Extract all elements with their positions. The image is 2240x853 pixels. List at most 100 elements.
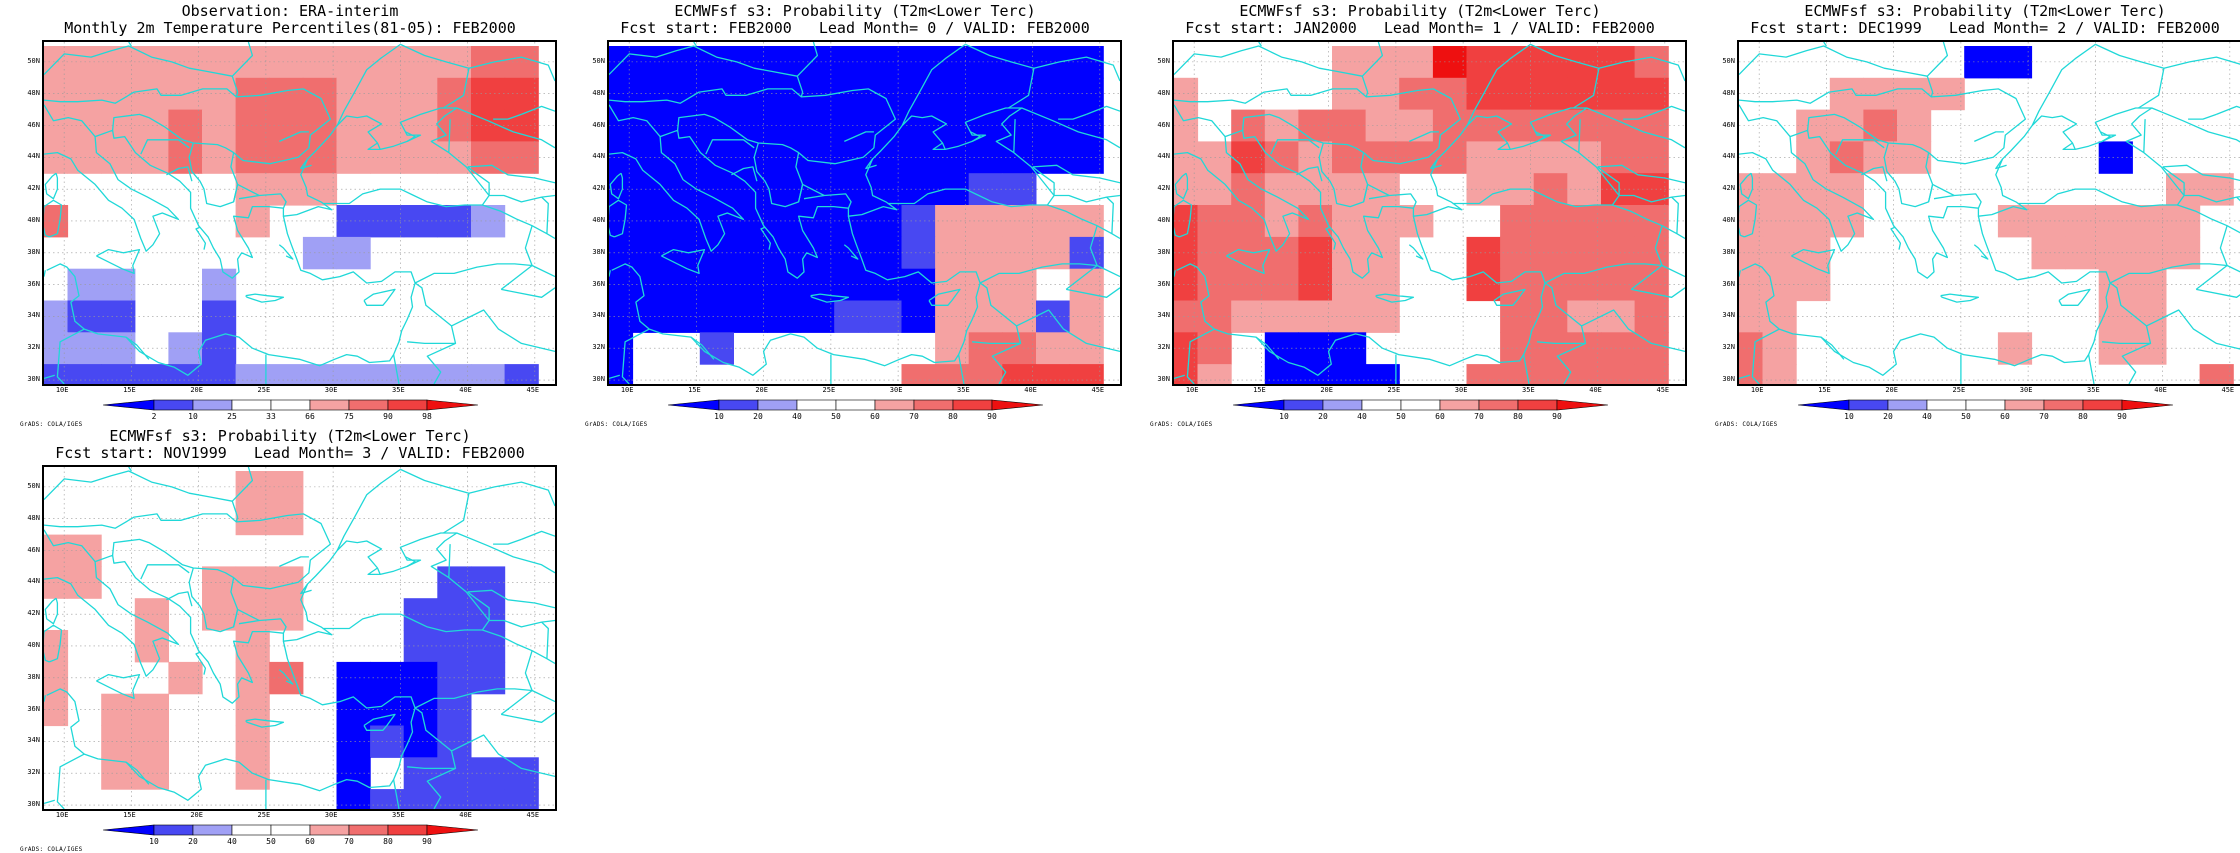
probability-cell [44,535,68,567]
probability-cell [168,662,202,694]
probability-cell [44,364,68,384]
latitude-tick-label: 50N [1150,57,1170,65]
coastline [45,173,57,199]
colorbar-tick-label: 90 [982,412,1002,421]
colorbar-segment [719,400,758,410]
probability-cell [1534,364,1568,384]
latitude-tick-label: 50N [1715,57,1735,65]
map-panel-lead2: ECMWFsf s3: Probability (T2m<Lower Terc)… [1715,0,2240,415]
coastline [400,469,469,533]
probability-cell [1174,237,1198,269]
probability-cell [834,301,868,333]
probability-cell [902,237,936,269]
probability-cell [633,301,667,333]
probability-cell [1265,301,1299,333]
map-panel-lead1: ECMWFsf s3: Probability (T2m<Lower Terc)… [1150,0,1695,415]
probability-cell [868,78,902,110]
probability-cell [767,301,801,333]
probability-cell [370,662,404,694]
colorbar-segment [875,400,914,410]
latitude-tick-label: 38N [1150,248,1170,256]
colorbar-segment [349,400,388,410]
probability-cell [1231,301,1265,333]
probability-cell [135,694,169,726]
probability-cell [2099,237,2133,269]
probability-cell [633,46,667,78]
longitude-tick-label: 30E [319,386,343,394]
latitude-tick-label: 48N [20,514,40,522]
colorbar-tick-label: 40 [787,412,807,421]
map-canvas [1174,42,1685,384]
coastline [2152,108,2240,148]
colorbar-tick-label: 60 [1430,412,1450,421]
latitude-tick-label: 32N [20,343,40,351]
colorbar-segment [427,825,478,835]
colorbar-tick-label: 80 [1508,412,1528,421]
probability-cell [1998,46,2032,78]
colorbar-segment [154,400,193,410]
probability-cell [801,301,835,333]
panel-title: ECMWFsf s3: Probability (T2m<Lower Terc)… [1150,3,1690,37]
probability-cell [1366,46,1400,78]
colorbar-tick-label: 50 [826,412,846,421]
probability-cell [1796,237,1830,269]
colorbar-segment [103,400,154,410]
probability-cell [868,237,902,269]
probability-cell [101,301,135,333]
latitude-tick-label: 34N [20,311,40,319]
colorbar-segment [914,400,953,410]
probability-cell [1601,269,1635,301]
probability-cell [269,471,303,503]
probability-cell [609,301,633,333]
probability-cell [609,332,633,364]
probability-cell [1567,301,1601,333]
colorbar-tick-label: 10 [1274,412,1294,421]
probability-cell [767,237,801,269]
probability-cell [1174,78,1198,110]
colorbar-tick-label: 90 [378,412,398,421]
latitude-tick-label: 38N [585,248,605,256]
colorbar-segment [758,400,797,410]
colorbar-segment [1966,400,2005,410]
coastline [1107,197,1114,234]
longitude-tick-label: 30E [319,811,343,819]
panel-title: ECMWFsf s3: Probability (T2m<Lower Terc)… [1715,3,2240,37]
longitude-tick-label: 10E [1745,386,1769,394]
latitude-tick-label: 30N [585,375,605,383]
coastline [2216,106,2240,114]
latitude-tick-label: 42N [585,184,605,192]
latitude-tick-label: 40N [20,216,40,224]
latitude-tick-label: 36N [1715,280,1735,288]
coastline [279,245,293,259]
coastline [44,800,55,803]
longitude-tick-label: 20E [1315,386,1339,394]
probability-cell [1534,78,1568,110]
probability-cell [1830,78,1864,110]
longitude-tick-label: 20E [750,386,774,394]
probability-cell [1332,269,1366,301]
longitude-tick-label: 40E [454,386,478,394]
colorbar-tick-label: 70 [1469,412,1489,421]
probability-cell [1298,237,1332,269]
latitude-tick-label: 36N [20,280,40,288]
probability-cell [505,78,539,110]
colorbar-tick-label: 70 [2034,412,2054,421]
longitude-tick-label: 35E [951,386,975,394]
probability-cell [101,269,135,301]
probability-cell [935,237,969,269]
probability-cell [236,471,270,503]
probability-cell [1265,237,1299,269]
colorbar-tick-label: 50 [1956,412,1976,421]
probability-cell [44,694,68,726]
probability-cell [337,726,371,758]
latitude-tick-label: 36N [1150,280,1170,288]
latitude-tick-label: 50N [585,57,605,65]
coastline [44,270,45,276]
latitude-tick-label: 42N [1715,184,1735,192]
probability-cell [437,46,471,78]
colorbar-tick-label: 60 [865,412,885,421]
probability-cell [868,46,902,78]
colorbar-tick-label: 60 [300,837,320,846]
probability-cell [609,237,633,269]
